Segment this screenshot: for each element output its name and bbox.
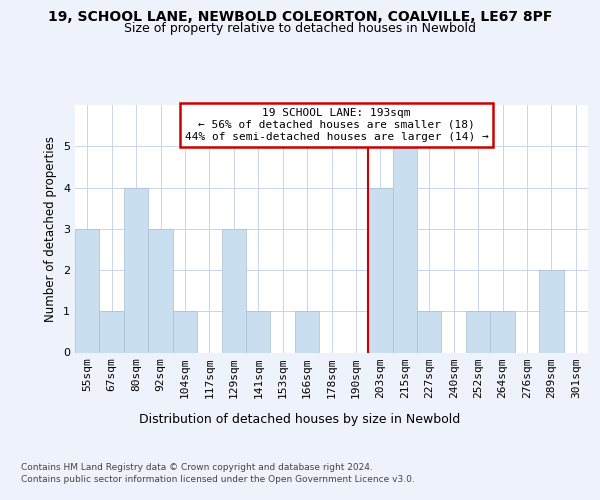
Bar bbox=[417, 311, 442, 352]
Bar bbox=[295, 311, 319, 352]
Bar bbox=[368, 188, 392, 352]
Bar bbox=[490, 311, 515, 352]
Bar bbox=[392, 146, 417, 352]
Text: 19, SCHOOL LANE, NEWBOLD COLEORTON, COALVILLE, LE67 8PF: 19, SCHOOL LANE, NEWBOLD COLEORTON, COAL… bbox=[48, 10, 552, 24]
Bar bbox=[539, 270, 563, 352]
Text: Distribution of detached houses by size in Newbold: Distribution of detached houses by size … bbox=[139, 412, 461, 426]
Bar bbox=[221, 229, 246, 352]
Bar bbox=[75, 229, 100, 352]
Bar bbox=[466, 311, 490, 352]
Bar bbox=[100, 311, 124, 352]
Text: Contains HM Land Registry data © Crown copyright and database right 2024.: Contains HM Land Registry data © Crown c… bbox=[21, 462, 373, 471]
Y-axis label: Number of detached properties: Number of detached properties bbox=[44, 136, 58, 322]
Bar bbox=[246, 311, 271, 352]
Text: 19 SCHOOL LANE: 193sqm
← 56% of detached houses are smaller (18)
44% of semi-det: 19 SCHOOL LANE: 193sqm ← 56% of detached… bbox=[185, 108, 488, 142]
Bar bbox=[173, 311, 197, 352]
Text: Contains public sector information licensed under the Open Government Licence v3: Contains public sector information licen… bbox=[21, 475, 415, 484]
Bar bbox=[148, 229, 173, 352]
Bar bbox=[124, 188, 148, 352]
Text: Size of property relative to detached houses in Newbold: Size of property relative to detached ho… bbox=[124, 22, 476, 35]
